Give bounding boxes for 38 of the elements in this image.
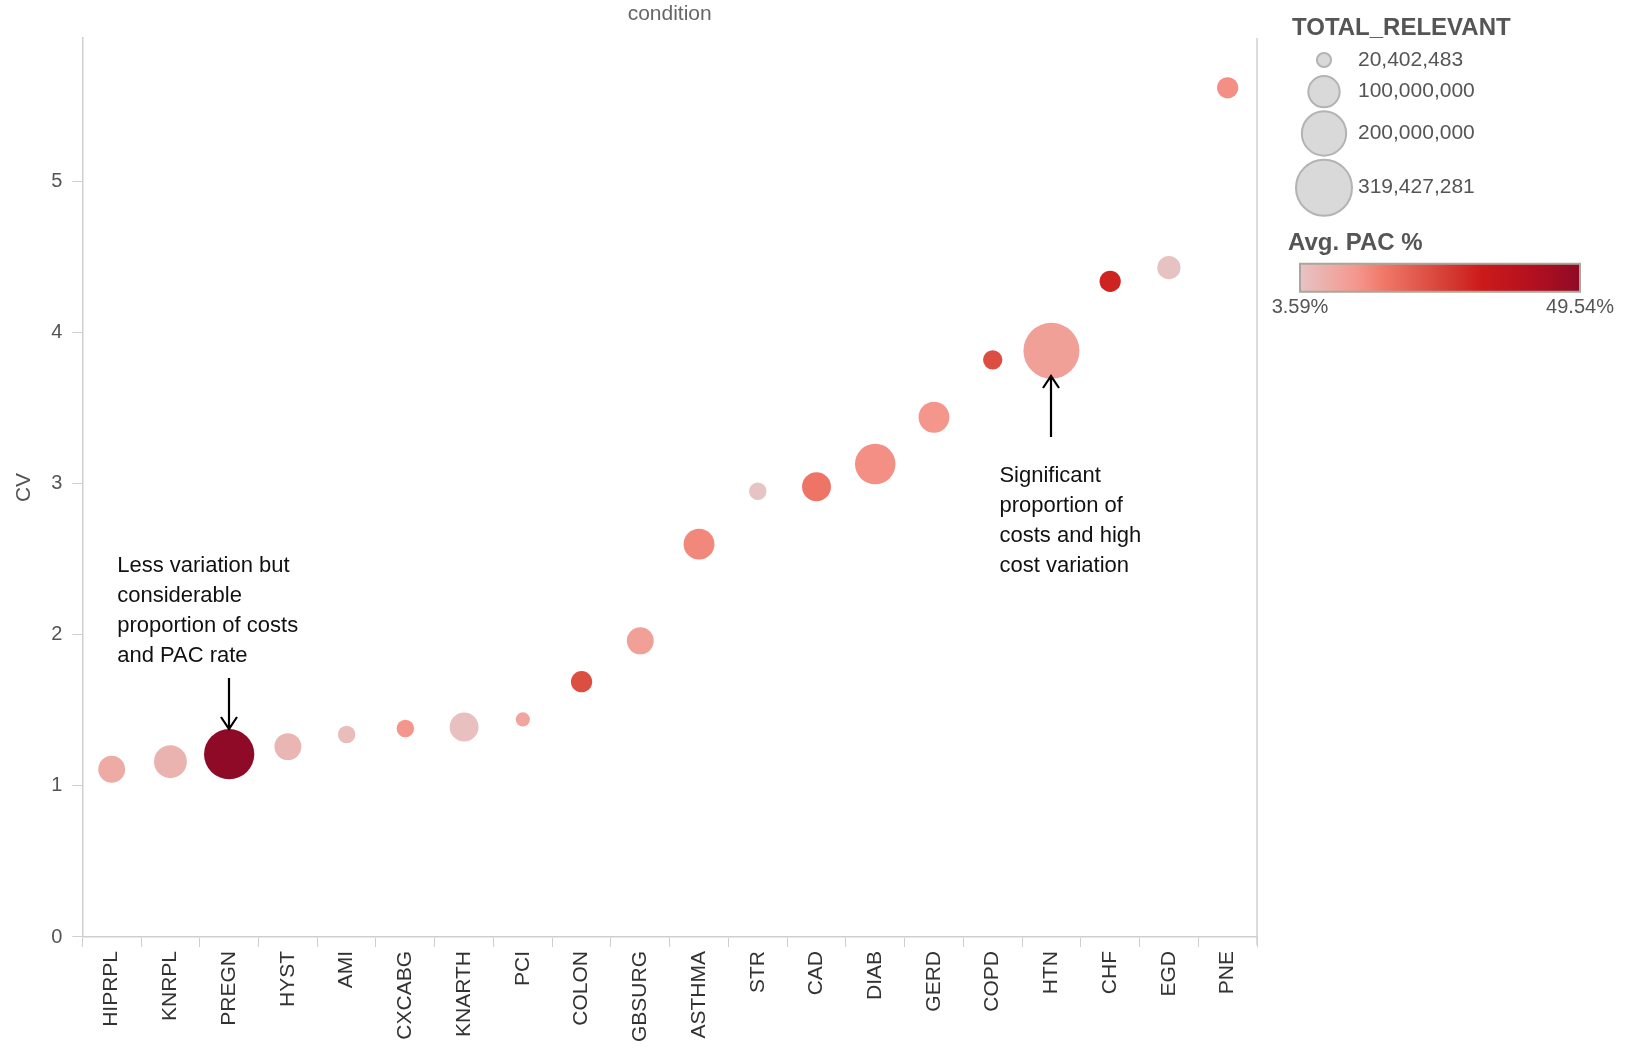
y-axis-title: CV: [11, 472, 35, 503]
x-axis-title: condition: [627, 1, 712, 25]
annotation: Significant proportion of costs and high cost variation: [999, 461, 1142, 577]
x-tick-label: PCI: [509, 950, 533, 986]
x-tick-label: GBSURG: [627, 950, 651, 1042]
x-tick-label: PREGN: [215, 950, 239, 1026]
legend-title: TOTAL_RELEVANT: [1292, 12, 1512, 40]
x-tick-label: GERD: [920, 950, 944, 1012]
y-tick-label: 3: [51, 471, 63, 494]
x-tick-label: PNE: [1214, 950, 1238, 995]
x-tick-label: STR: [744, 950, 768, 993]
x-tick-label: EGD: [1155, 950, 1179, 997]
x-tick-label: COPD: [979, 950, 1003, 1012]
y-tick-label: 5: [51, 169, 63, 192]
x-tick-label: CAD: [803, 950, 827, 996]
annotation: Less variation but considerable proportion of costs and PAC rate: [117, 551, 299, 667]
x-tick-label: DIAB: [862, 950, 886, 1000]
x-tick-label: COLON: [568, 950, 592, 1026]
legend-label: 100,000,000: [1358, 78, 1475, 102]
legend-label: 200,000,000: [1358, 120, 1475, 144]
y-tick-label: 2: [51, 622, 63, 645]
color-bar-label: 49.54%: [1546, 295, 1615, 318]
legend-label: 319,427,281: [1358, 174, 1475, 198]
y-tick-label: 0: [51, 924, 63, 947]
x-tick-label: CXCABG: [392, 950, 416, 1040]
y-tick-label: 1: [51, 773, 63, 796]
x-tick-label: ASTHMA: [685, 950, 709, 1039]
x-tick-label: HIPRPL: [98, 950, 122, 1027]
x-tick-label: AMI: [333, 950, 357, 989]
x-tick-label: KNARTH: [450, 950, 474, 1037]
x-tick-label: HYST: [274, 950, 298, 1007]
x-tick-label: CHF: [1096, 950, 1120, 995]
y-tick-label: 4: [51, 320, 63, 343]
legend-label: 20,402,483: [1358, 46, 1464, 70]
color-bar-title: Avg. PAC %: [1288, 228, 1423, 256]
x-tick-label: HTN: [1038, 950, 1062, 995]
x-tick-label: KNRPL: [157, 950, 181, 1022]
color-bar-label: 3.59%: [1271, 295, 1329, 318]
